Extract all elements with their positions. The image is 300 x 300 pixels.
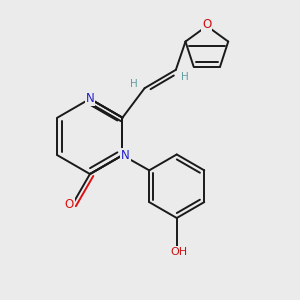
Text: H: H bbox=[181, 72, 188, 82]
Text: N: N bbox=[121, 149, 130, 162]
Text: O: O bbox=[202, 18, 212, 31]
Text: H: H bbox=[130, 79, 138, 88]
Text: N: N bbox=[85, 92, 94, 105]
Text: O: O bbox=[65, 198, 74, 211]
Text: OH: OH bbox=[170, 247, 187, 257]
